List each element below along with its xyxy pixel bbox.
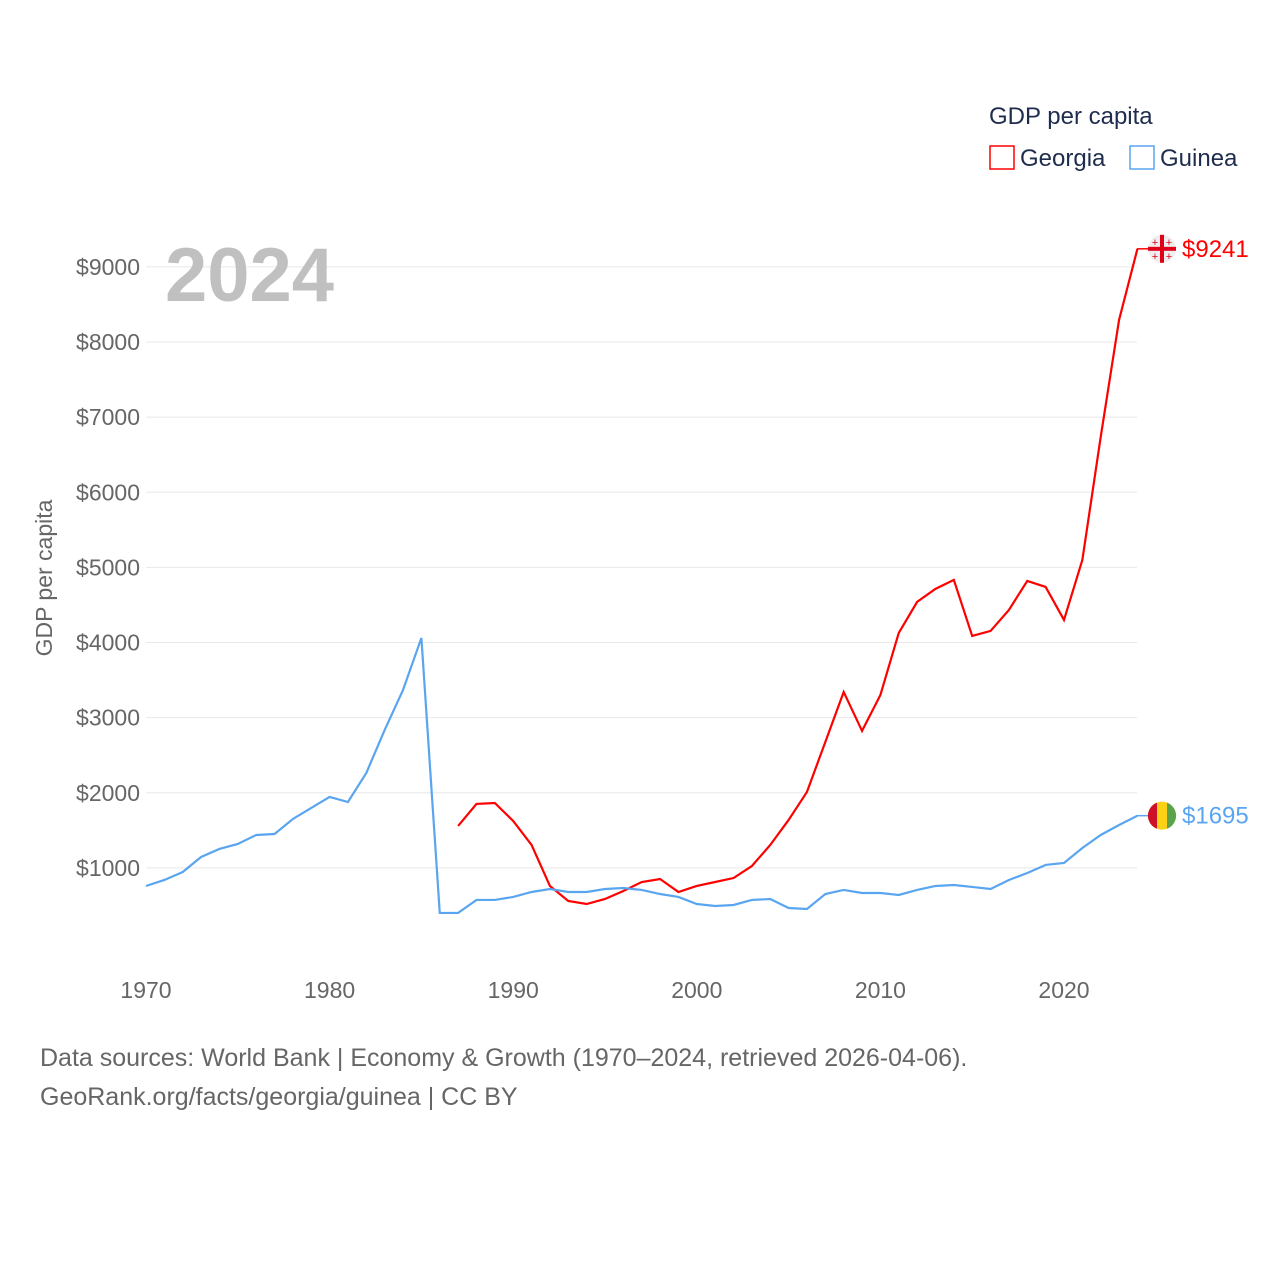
- guinea-flag-green: [1167, 802, 1177, 829]
- georgia-flag-small-cross: +: [1152, 237, 1158, 249]
- guinea-flag-red: [1147, 802, 1157, 829]
- legend-title: GDP per capita: [989, 103, 1153, 130]
- y-tick-label: $3000: [76, 705, 140, 731]
- georgia-flag-small-cross: +: [1152, 251, 1158, 263]
- y-tick-label: $6000: [76, 479, 140, 505]
- y-tick-label: $9000: [76, 254, 140, 280]
- y-tick-label: $1000: [76, 855, 140, 881]
- end-value-label-guinea: $1695: [1182, 803, 1249, 830]
- y-tick-label: $4000: [76, 630, 140, 656]
- georgia-flag-cross: [1160, 234, 1164, 263]
- legend-swatch-guinea: [1129, 145, 1155, 170]
- georgia-flag-small-cross: +: [1166, 251, 1172, 263]
- y-tick-label: $7000: [76, 404, 140, 430]
- x-tick-label: 2020: [1038, 977, 1089, 1003]
- georgia-flag-small-cross: +: [1166, 237, 1172, 249]
- footer-sources: Data sources: World Bank | Economy & Gro…: [40, 1044, 968, 1072]
- y-tick-label: $2000: [76, 780, 140, 806]
- legend-label-georgia: Georgia: [1020, 145, 1106, 172]
- x-tick-label: 2010: [855, 977, 906, 1003]
- x-tick-label: 1970: [120, 977, 171, 1003]
- year-label: 2024: [165, 233, 334, 318]
- y-tick-label: $8000: [76, 329, 140, 355]
- footer-credit[interactable]: GeoRank.org/facts/georgia/guinea | CC BY: [40, 1083, 518, 1111]
- y-axis-label: GDP per capita: [31, 499, 57, 656]
- series-line-guinea: [145, 637, 1138, 915]
- series-line-georgia: [457, 248, 1139, 906]
- legend-label-guinea: Guinea: [1160, 145, 1238, 172]
- x-tick-label: 1990: [488, 977, 539, 1003]
- x-tick-label: 1980: [304, 977, 355, 1003]
- end-value-label-georgia: $9241: [1182, 236, 1249, 263]
- legend-swatch-georgia: [989, 145, 1015, 170]
- x-tick-label: 2000: [671, 977, 722, 1003]
- y-tick-label: $5000: [76, 554, 140, 580]
